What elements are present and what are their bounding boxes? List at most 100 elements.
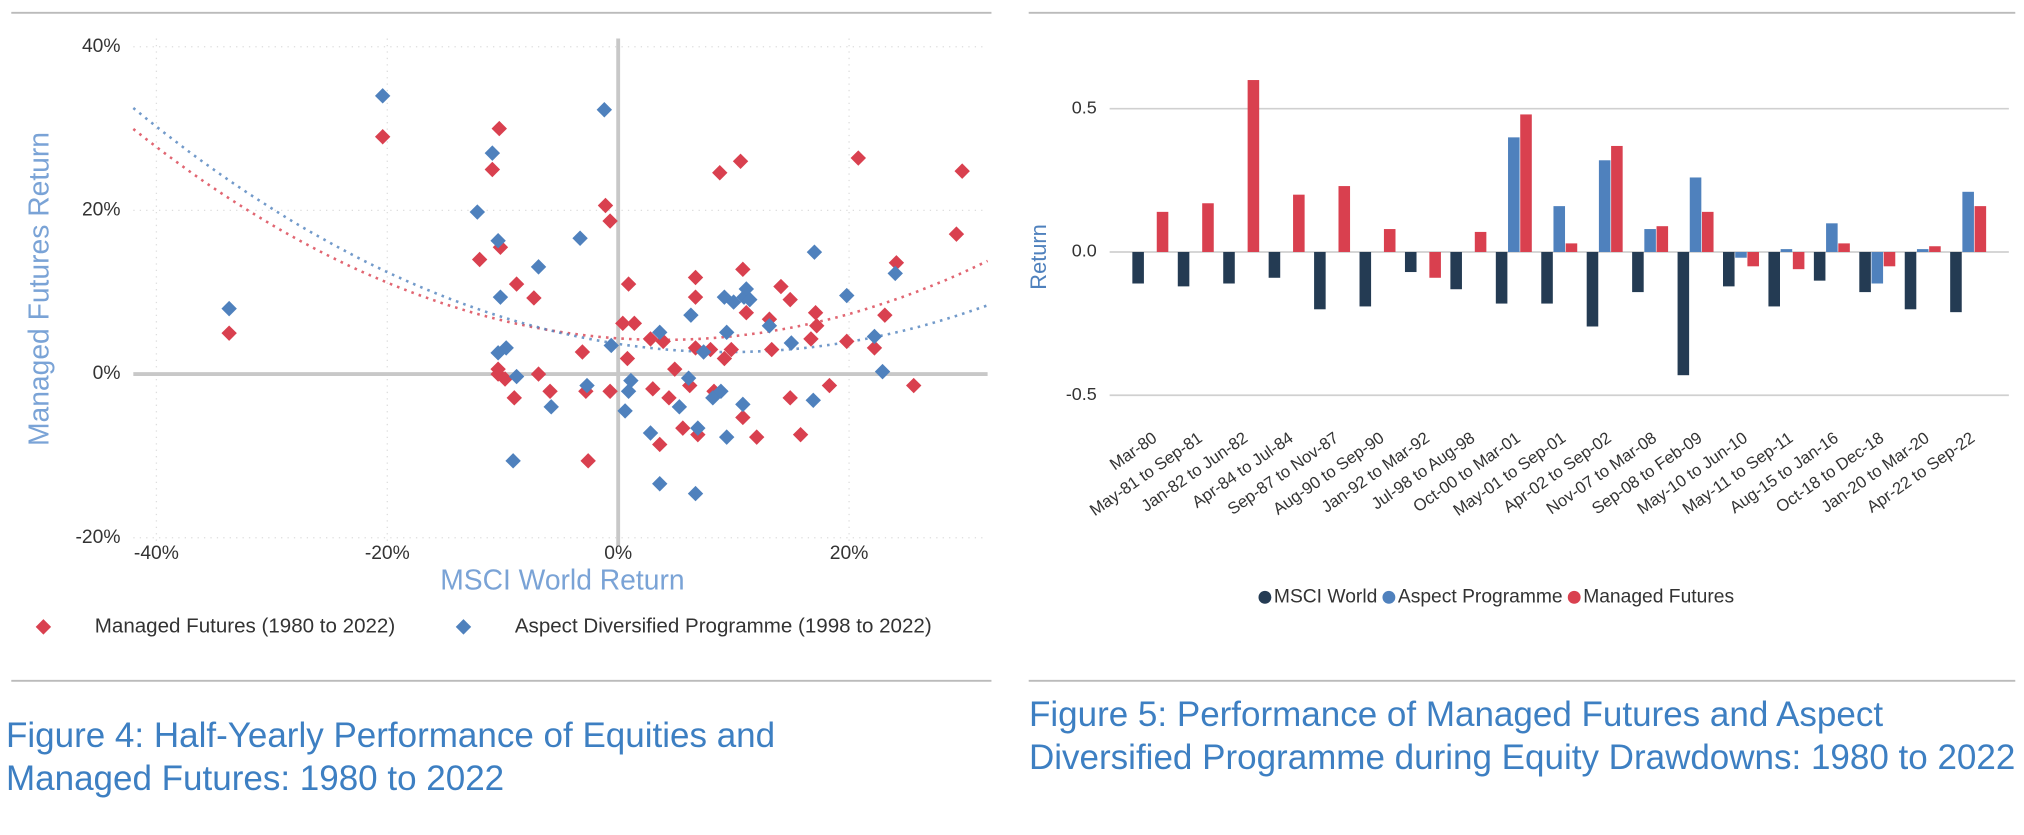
scatter-point: [542, 383, 558, 399]
scatter-point: [526, 290, 542, 306]
bar: [1132, 251, 1144, 284]
scatter-point: [712, 165, 728, 181]
bar: [1701, 211, 1714, 252]
scatter-point: [690, 420, 706, 436]
scatter-point: [839, 287, 855, 304]
scatter-point: [675, 420, 691, 436]
bar: [1929, 246, 1941, 252]
scatter-point: [221, 325, 237, 341]
bar: [1202, 203, 1214, 252]
scatter-point: [490, 232, 506, 249]
scatter-point: [497, 371, 513, 387]
bar: [1474, 231, 1487, 252]
bar: [1495, 251, 1508, 304]
scatter-point: [667, 361, 683, 377]
bar: [1768, 251, 1780, 307]
scatter-point: [742, 291, 758, 308]
bar: [1644, 229, 1656, 252]
figure-caption: Figure 5: Performance of Managed Futures…: [1029, 695, 2016, 777]
bar: [1723, 251, 1735, 287]
legend-label: Managed Futures: [1583, 586, 1734, 607]
scatter-point: [652, 476, 668, 492]
scatter-point: [574, 344, 591, 360]
scatter-point: [620, 276, 637, 292]
y-tick-label: 40%: [82, 36, 121, 57]
scatter-point: [623, 372, 639, 389]
scatter-point: [773, 278, 789, 295]
scatter-point: [735, 261, 751, 278]
scatter-point: [572, 230, 588, 246]
legend-marker: [455, 619, 472, 635]
legend-marker: [1258, 590, 1272, 604]
scatter-point: [807, 305, 824, 321]
scatter-point: [620, 383, 637, 399]
x-tick-label: -40%: [134, 543, 179, 564]
bar: [1838, 243, 1850, 252]
scatter-point: [652, 324, 668, 341]
bar: [1792, 251, 1805, 270]
y-axis-title: Return: [1026, 224, 1051, 290]
scatter-point: [687, 289, 704, 305]
scatter-point: [809, 318, 825, 334]
x-axis-title: MSCI World Return: [440, 563, 684, 595]
scatter-point: [948, 226, 965, 242]
scatter-point: [805, 392, 821, 408]
bar: [1735, 251, 1747, 258]
scatter-point: [687, 485, 704, 502]
x-tick-label: 20%: [830, 543, 869, 564]
scatter-point: [602, 213, 618, 229]
bar: [1359, 251, 1372, 307]
y-tick-label: 0.0: [1072, 241, 1097, 261]
scatter-point: [492, 289, 509, 305]
bar: [1656, 226, 1669, 252]
bar: [1916, 249, 1929, 252]
scatter-point: [749, 429, 765, 445]
scatter-point: [543, 399, 559, 415]
scatter-point: [687, 269, 704, 286]
scatter-point: [735, 396, 751, 413]
bar: [1553, 206, 1566, 252]
bar: [1156, 211, 1169, 252]
bar: [1611, 145, 1623, 252]
bar: [1813, 251, 1826, 281]
scatter-point: [954, 163, 970, 179]
legend-marker: [35, 619, 52, 635]
bar: [1974, 206, 1987, 252]
scatter-point: [471, 251, 488, 268]
scatter-point: [484, 145, 501, 161]
scatter-point: [374, 129, 391, 145]
bar: [1268, 251, 1281, 278]
bar: [1747, 251, 1759, 267]
scatter-point: [505, 453, 521, 469]
bar: [1338, 186, 1351, 252]
bar: [1293, 194, 1305, 252]
scatter-point: [580, 453, 596, 469]
scatter-point: [490, 345, 506, 361]
y-tick-label: 0%: [93, 363, 121, 384]
bar: [1632, 251, 1644, 293]
bar: [1677, 251, 1690, 376]
scatter-point: [803, 331, 819, 347]
bar: [1314, 251, 1326, 310]
bar: [1586, 251, 1599, 327]
trend-line: [132, 107, 989, 354]
legend-label: Aspect Programme: [1398, 586, 1563, 607]
bar: [1429, 251, 1441, 278]
bar: [1541, 251, 1553, 304]
y-tick-label: -20%: [76, 527, 121, 548]
scatter-point: [506, 390, 522, 406]
scatter-point: [732, 153, 749, 170]
bar: [1247, 80, 1260, 252]
y-tick-label: 20%: [82, 200, 121, 221]
scatter-point: [508, 368, 525, 385]
bar: [1520, 114, 1532, 252]
bar: [1598, 160, 1611, 252]
scatter-point: [671, 399, 688, 415]
scatter-point: [490, 361, 506, 377]
scatter-point: [597, 197, 614, 214]
scatter-point: [619, 350, 636, 367]
bar: [1859, 251, 1871, 293]
figure-caption: Figure 4: Half-Yearly Performance of Equ…: [6, 716, 776, 798]
